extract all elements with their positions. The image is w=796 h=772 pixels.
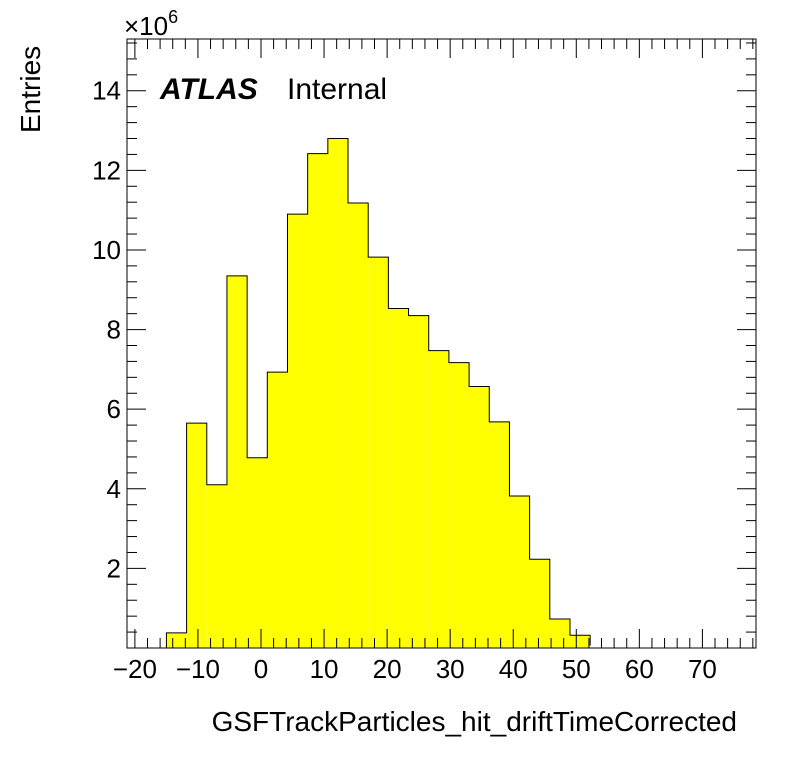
x-tick-label: 60: [625, 654, 654, 684]
histogram-bar: [569, 635, 591, 648]
histogram-bar: [549, 618, 570, 648]
y-tick-labels: 2 4 6 8 10 12 14: [92, 76, 121, 584]
x-tick-label: −10: [176, 654, 220, 684]
internal-label: Internal: [287, 73, 387, 106]
axis-ticks: [127, 39, 756, 648]
histogram-bar: [206, 484, 227, 648]
atlas-label: ATLAS: [159, 73, 258, 106]
x-tick-label: 50: [562, 654, 591, 684]
histogram-bar: [509, 495, 530, 648]
x-tick-labels: −20 −10 0 10 20 30 40 50 60 70: [113, 654, 717, 684]
y-multiplier-exponent: 6: [168, 7, 178, 27]
histogram-bar: [529, 559, 550, 648]
histogram-bar: [247, 457, 268, 648]
x-tick-label: 0: [254, 654, 268, 684]
histogram-bar: [368, 257, 389, 648]
histogram-bar: [408, 315, 429, 648]
y-axis-label: Entries: [15, 46, 46, 133]
x-tick-label: 40: [499, 654, 528, 684]
y-tick-label: 8: [107, 315, 121, 345]
y-tick-label: 4: [107, 474, 121, 504]
x-tick-label: −20: [113, 654, 157, 684]
x-tick-label: 20: [373, 654, 402, 684]
y-multiplier: ×106: [124, 7, 178, 41]
histogram-bar: [287, 214, 308, 648]
x-tick-label: 70: [688, 654, 717, 684]
x-tick-label: 10: [310, 654, 339, 684]
x-tick-label: 30: [436, 654, 465, 684]
y-tick-label: 2: [107, 553, 121, 583]
histogram-bar: [428, 350, 449, 648]
histogram-bar: [469, 386, 490, 648]
y-tick-label: 14: [92, 76, 121, 106]
histogram-bar: [267, 372, 288, 648]
histogram-bar: [327, 138, 349, 648]
histogram-outline: [165, 138, 591, 648]
y-tick-label: 10: [92, 235, 121, 265]
x-axis-label: GSFTrackParticles_hit_driftTimeCorrected: [212, 706, 737, 737]
y-multiplier-base: ×10: [124, 11, 168, 41]
histogram-bar: [388, 308, 409, 648]
histogram-bar: [448, 362, 470, 648]
histogram-bar: [186, 423, 207, 648]
histogram-bar: [489, 421, 510, 648]
plot-frame: [126, 38, 757, 649]
y-tick-label: 6: [107, 394, 121, 424]
histogram-bar: [226, 275, 248, 648]
y-tick-label: 12: [92, 155, 121, 185]
histogram-bar: [307, 153, 328, 648]
histogram-bar: [166, 632, 187, 648]
histogram-bars: [166, 138, 591, 648]
histogram-bar: [348, 202, 369, 648]
